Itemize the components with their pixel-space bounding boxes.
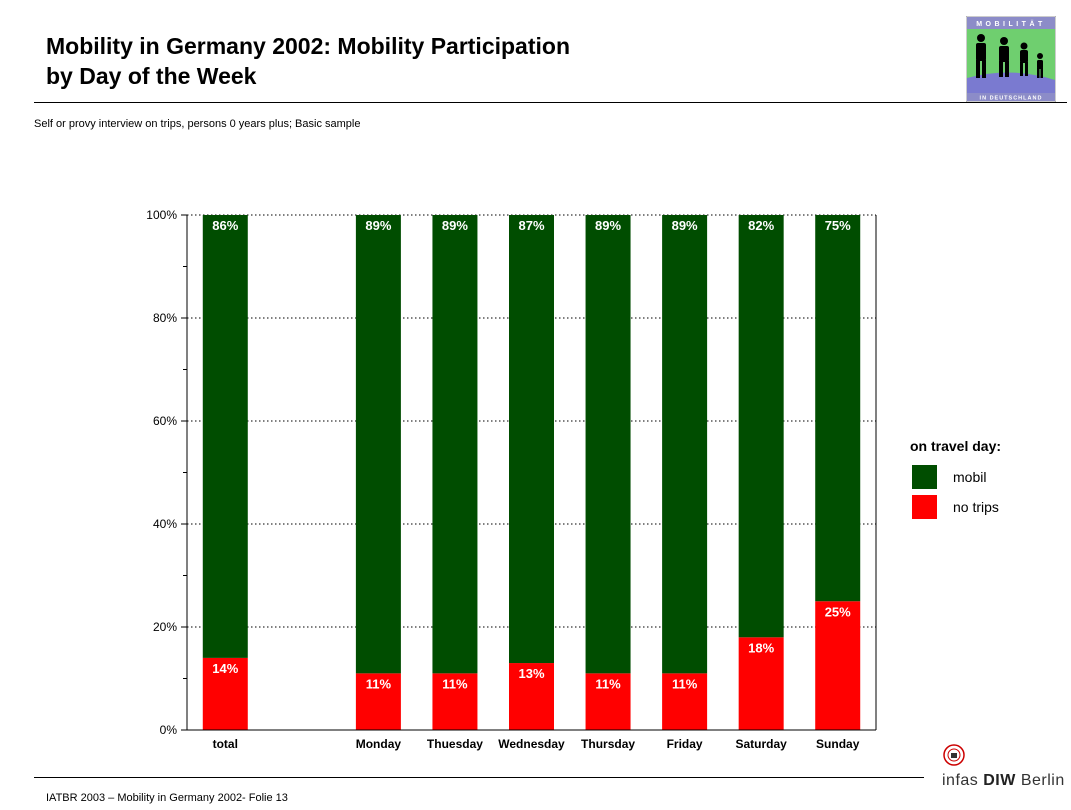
legend-title: on travel day: [910, 438, 1002, 454]
chart-subtitle: Self or provy interview on trips, person… [34, 118, 361, 130]
diw-seal-icon [943, 744, 965, 766]
bar-mobil [355, 215, 401, 674]
y-tick-label: 60% [153, 414, 177, 428]
bar-mobil [432, 215, 478, 674]
data-label: 13% [518, 666, 544, 681]
bar-no-trips [355, 673, 401, 730]
logo-bottom-text: IN DEUTSCHLAND [980, 96, 1043, 102]
data-label: 11% [366, 676, 392, 691]
footer-text: IATBR 2003 – Mobility in Germany 2002- F… [46, 792, 288, 804]
x-tick-label: Monday [356, 737, 402, 751]
mobilitaet-logo: MOBILITÄT IN DEUTSCHLAND [966, 16, 1056, 102]
bar-mobil [815, 215, 861, 602]
data-label: 89% [442, 218, 468, 233]
bar-no-trips [432, 673, 478, 730]
data-label: 89% [672, 218, 698, 233]
x-tick-label: Friday [667, 737, 703, 751]
legend-item-no-trips: no trips [912, 495, 1071, 519]
bar-mobil [509, 215, 554, 664]
y-tick-label: 0% [160, 723, 178, 737]
bar-no-trips [662, 673, 708, 730]
data-label: 25% [825, 604, 851, 619]
data-label: 89% [595, 218, 621, 233]
people-silhouettes-icon [976, 34, 1043, 78]
bar-mobil [662, 215, 708, 674]
brand-infas: infas [942, 772, 979, 789]
x-tick-label: Saturday [735, 737, 787, 751]
data-label: 11% [672, 676, 698, 691]
logo-top-text: MOBILITÄT [976, 20, 1046, 28]
data-label: 87% [518, 218, 544, 233]
data-label: 86% [212, 218, 238, 233]
legend-swatch-no-trips [912, 495, 937, 519]
brand-berlin: Berlin [1020, 772, 1065, 789]
bar-no-trips [815, 601, 861, 730]
x-tick-label: Thursday [581, 737, 635, 751]
data-label: 82% [748, 218, 774, 233]
bar-mobil [738, 215, 784, 638]
data-label: 11% [442, 676, 468, 691]
x-tick-label: Thuesday [427, 737, 483, 751]
y-tick-label: 100% [146, 208, 177, 222]
bar-mobil [585, 215, 631, 674]
data-label: 75% [825, 218, 851, 233]
legend-item-mobil: mobil [912, 465, 1071, 489]
bar-mobil [202, 215, 248, 658]
x-tick-label: Wednesday [498, 737, 565, 751]
brand-wordmark: infas DIW Berlin [942, 772, 1065, 790]
y-tick-label: 80% [153, 311, 177, 325]
legend-swatch-mobil [912, 465, 937, 489]
data-label: 18% [748, 640, 774, 655]
bar-no-trips [509, 663, 554, 730]
data-label: 14% [212, 661, 238, 676]
footer-divider [34, 777, 924, 778]
title-line-2: by Day of the Week [46, 63, 257, 89]
y-tick-label: 40% [153, 517, 177, 531]
y-tick-label: 20% [153, 620, 177, 634]
data-label: 89% [365, 218, 391, 233]
brand-diw: DIW [983, 772, 1016, 789]
bar-no-trips [202, 657, 248, 730]
legend-label-mobil: mobil [953, 469, 987, 485]
title-divider [34, 102, 1067, 103]
page-title: Mobility in Germany 2002: Mobility Parti… [46, 31, 570, 91]
bar-no-trips [738, 637, 784, 730]
x-tick-label: total [213, 737, 238, 751]
data-label: 11% [595, 676, 621, 691]
legend-label-no-trips: no trips [953, 499, 999, 515]
title-line-1: Mobility in Germany 2002: Mobility Parti… [46, 33, 570, 59]
bar-no-trips [585, 673, 631, 730]
x-tick-label: Sunday [816, 737, 860, 751]
